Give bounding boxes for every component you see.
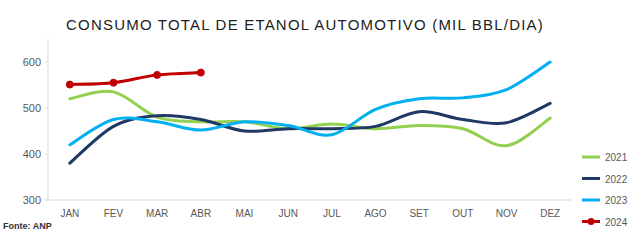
- x-tick-label: NOV: [496, 208, 518, 219]
- y-tick-label: 300: [23, 194, 41, 206]
- x-tick-label: MAR: [146, 208, 168, 219]
- x-tick-label: JAN: [60, 208, 79, 219]
- x-tick-label: ABR: [191, 208, 212, 219]
- plot-area: [66, 62, 550, 163]
- legend-label: 2021: [605, 152, 628, 163]
- x-tick-label: OUT: [452, 208, 473, 219]
- legend-swatch: [582, 177, 600, 180]
- y-tick: [45, 200, 48, 201]
- legend-swatch: [582, 156, 600, 159]
- series-line: [70, 73, 201, 85]
- chart-svg: CONSUMO TOTAL DE ETANOL AUTOMOTIVO (MIL …: [0, 0, 637, 233]
- series-marker: [154, 71, 161, 78]
- source: Fonte: ANP: [3, 221, 52, 231]
- y-tick: [45, 154, 48, 155]
- series-line: [70, 62, 550, 145]
- x-tick-label: AGO: [364, 208, 386, 219]
- y-tick-label: 600: [23, 56, 41, 68]
- x-axis-line: [48, 200, 572, 201]
- x-tick-label: DEZ: [540, 208, 560, 219]
- x-tick-label: JUL: [323, 208, 341, 219]
- series-marker: [66, 81, 73, 88]
- chart-container: CONSUMO TOTAL DE ETANOL AUTOMOTIVO (MIL …: [0, 0, 637, 233]
- title: CONSUMO TOTAL DE ETANOL AUTOMOTIVO (MIL …: [66, 16, 544, 33]
- x-tick-label: MAI: [236, 208, 254, 219]
- y-tick-label: 500: [23, 102, 41, 114]
- y-axis-line: [48, 39, 49, 200]
- series-marker: [110, 79, 117, 86]
- legend-label: 2022: [605, 174, 628, 185]
- y-tick-label: 400: [23, 148, 41, 160]
- x-tick-label: FEV: [104, 208, 124, 219]
- y-tick: [45, 62, 48, 63]
- legend-swatch: [582, 199, 600, 202]
- x-tick-label: JUN: [278, 208, 297, 219]
- x-tick-label: SET: [409, 208, 428, 219]
- legend-label: 2023: [605, 195, 628, 206]
- y-tick: [45, 108, 48, 109]
- series-marker: [197, 69, 204, 76]
- legend-label: 2024: [605, 217, 628, 228]
- legend-marker: [588, 218, 595, 225]
